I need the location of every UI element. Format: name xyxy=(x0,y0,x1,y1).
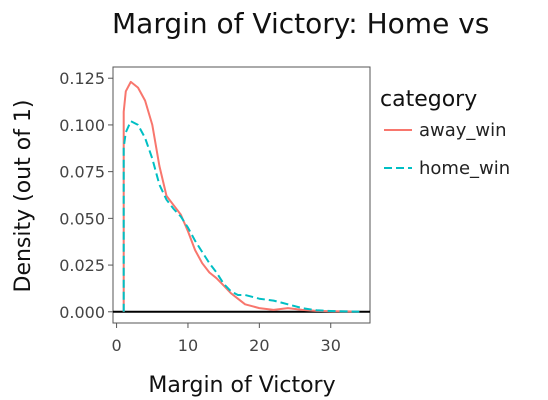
legend-items: away_win home_win xyxy=(384,120,510,179)
y-axis: 0.000 0.025 0.050 0.075 0.100 0.125 xyxy=(59,69,113,322)
plot-area xyxy=(112,66,371,324)
x-tick-label: 20 xyxy=(249,336,269,355)
y-axis-title: Density (out of 1) xyxy=(11,99,36,292)
x-tick-label: 0 xyxy=(111,336,121,355)
legend-title: category xyxy=(380,87,477,112)
series-line-away-win xyxy=(122,80,360,313)
legend-label-away-win: away_win xyxy=(419,120,507,141)
series-lines xyxy=(122,80,360,313)
y-tick-label: 0.000 xyxy=(59,303,105,322)
legend: category away_win home_win xyxy=(380,87,510,179)
x-tick-label: 10 xyxy=(178,336,198,355)
x-axis: 0 10 20 30 xyxy=(111,323,341,355)
series-line-home-win xyxy=(122,120,360,313)
y-tick-label: 0.075 xyxy=(59,163,105,182)
legend-label-home-win: home_win xyxy=(419,158,510,179)
y-tick-label: 0.125 xyxy=(59,69,105,88)
y-tick-label: 0.025 xyxy=(59,256,105,275)
x-axis-title: Margin of Victory xyxy=(148,373,335,398)
x-tick-label: 30 xyxy=(321,336,341,355)
y-tick-label: 0.100 xyxy=(59,116,105,135)
chart-title: Margin of Victory: Home vs xyxy=(112,7,489,40)
y-tick-label: 0.050 xyxy=(59,209,105,228)
plot-frame xyxy=(112,66,371,324)
